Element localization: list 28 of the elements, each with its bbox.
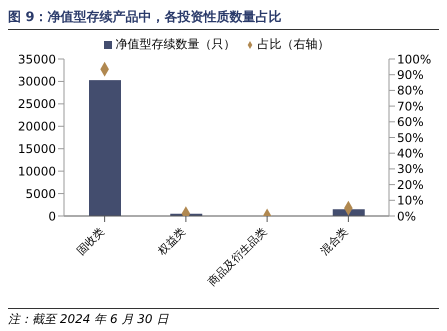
y-tick-label: 25000 — [18, 97, 56, 112]
y2-tick-label: 50% — [397, 130, 424, 145]
y2-tick-label: 60% — [397, 115, 424, 130]
y2-tick-label: 80% — [397, 84, 424, 98]
y2-tick-label: 90% — [397, 68, 424, 82]
y2-tick-label: 0% — [397, 209, 416, 224]
y-tick-label: 0 — [48, 209, 56, 224]
y-tick-label: 5000 — [25, 186, 56, 201]
x-tick-label: 商品及衍生品类 — [206, 224, 270, 289]
y2-tick-label: 20% — [397, 178, 424, 192]
y-tick-label: 10000 — [18, 164, 56, 178]
x-tick-label: 权益类 — [154, 224, 188, 258]
x-tick-label: 混合类 — [318, 224, 350, 258]
y-tick-label: 30000 — [18, 74, 56, 89]
y2-tick-label: 40% — [397, 146, 424, 160]
legend-label: 净值型存续数量（只） — [116, 37, 236, 51]
y2-tick-label: 10% — [397, 194, 424, 208]
y-tick-label: 20000 — [18, 120, 56, 134]
y2-tick-label: 30% — [397, 162, 424, 176]
y2-tick-label: 70% — [397, 99, 424, 114]
bar — [89, 80, 121, 216]
x-tick-label: 固收类 — [74, 224, 107, 258]
y-tick-label: 15000 — [18, 142, 56, 156]
y2-tick-label: 100% — [397, 52, 432, 66]
chart-title: 图 9：净值型存续产品中，各投资性质数量占比 — [8, 8, 439, 30]
text: 注：截至 2024 年 6 月 30 日 — [8, 308, 439, 328]
y-tick-label: 35000 — [18, 52, 56, 66]
legend-label: 占比（右轴） — [258, 37, 330, 51]
